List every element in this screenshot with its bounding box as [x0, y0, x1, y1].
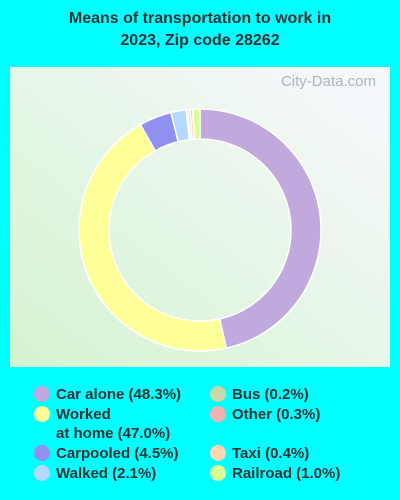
- slice: [191, 108, 201, 140]
- legend-label: Railroad (1.0%): [232, 465, 341, 482]
- legend-item: Railroad (1.0%): [210, 464, 380, 483]
- chart-title: Means of transportation to work in 2023,…: [68, 10, 332, 49]
- watermark: City-Data.com: [281, 73, 376, 90]
- legend: Car alone (48.3%) Worked at home (47.0%) C…: [34, 385, 380, 483]
- legend-swatch: [210, 406, 226, 422]
- legend-label: Carpooled (4.5%): [56, 445, 179, 462]
- legend-swatch: [34, 465, 50, 481]
- legend-item: Taxi (0.4%): [210, 444, 380, 463]
- legend-swatch: [34, 406, 50, 422]
- legend-swatch: [34, 445, 50, 461]
- legend-label: Taxi (0.4%): [232, 445, 310, 462]
- slice: [199, 108, 322, 350]
- slice: [78, 123, 228, 352]
- legend-item: Bus (0.2%): [210, 385, 380, 404]
- legend-item: Carpooled (4.5%): [34, 444, 210, 463]
- legend-item: Worked at home (47.0%): [34, 405, 210, 443]
- legend-item: Walked (2.1%): [34, 464, 210, 483]
- legend-label: Walked (2.1%): [56, 465, 157, 482]
- legend-swatch: [210, 445, 226, 461]
- legend-label: Other (0.3%): [232, 406, 321, 423]
- legend-label: Bus (0.2%): [232, 386, 309, 403]
- legend-label: Worked at home (47.0%): [56, 406, 171, 442]
- legend-swatch: [34, 386, 50, 402]
- legend-item: Other (0.3%): [210, 405, 380, 443]
- legend-swatch: [210, 465, 226, 481]
- legend-label: Car alone (48.3%): [56, 386, 182, 403]
- legend-item: Car alone (48.3%): [34, 385, 210, 404]
- legend-swatch: [210, 386, 226, 402]
